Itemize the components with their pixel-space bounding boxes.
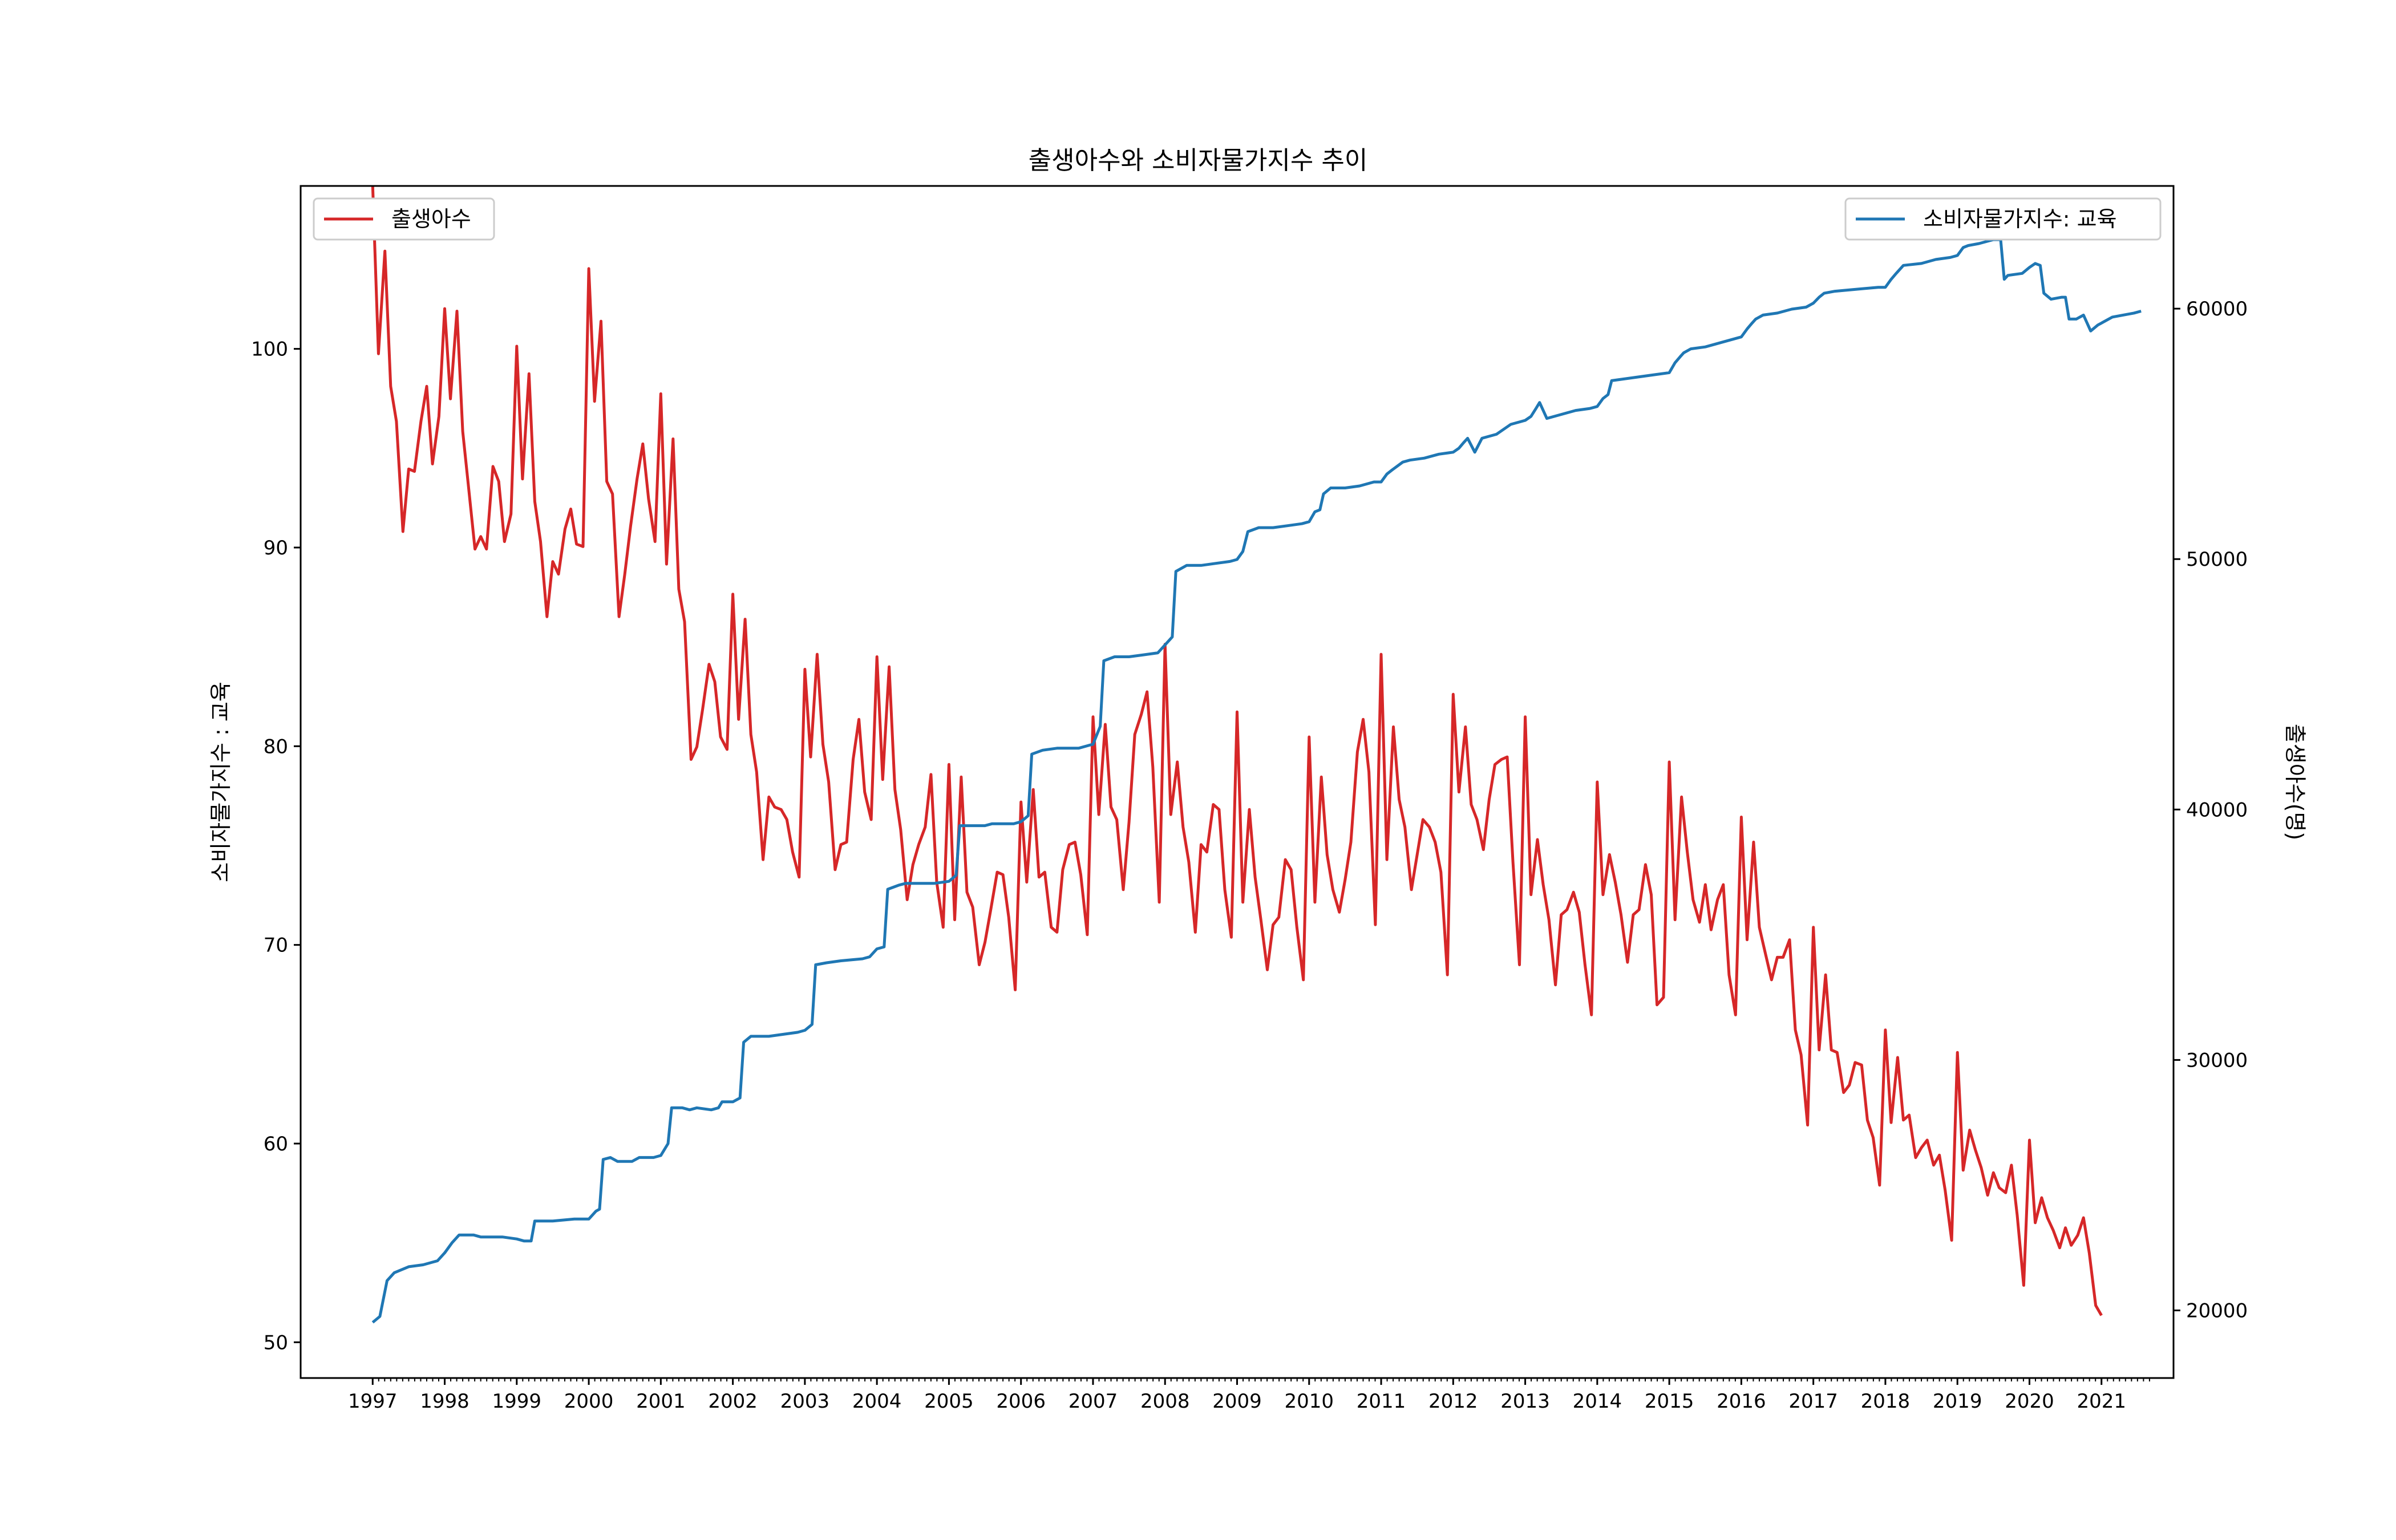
chart-title: 출생아수와 소비자물가지수 추이 — [1029, 146, 1368, 175]
legend-left-box — [313, 197, 495, 241]
x-tick-label: 1997 — [348, 1390, 398, 1413]
y-right-tick-label: 50000 — [2186, 548, 2248, 571]
x-tick-label: 1999 — [492, 1390, 542, 1413]
x-tick-label: 2021 — [2077, 1390, 2126, 1413]
series-layer — [371, 185, 2142, 1324]
left-axis-ticks: 50 60 70 80 90 100 — [251, 338, 301, 1354]
legend-left-label: 출생아수 — [391, 206, 471, 232]
x-tick-label: 2005 — [924, 1390, 974, 1413]
x-tick-label: 2014 — [1573, 1390, 1622, 1413]
y-left-tick-label: 50 — [264, 1331, 288, 1354]
right-axis-ticks: 20000 30000 40000 50000 60000 — [2174, 298, 2248, 1322]
y-right-tick-label: 60000 — [2186, 298, 2248, 321]
x-tick-label: 2004 — [852, 1390, 902, 1413]
y-left-tick-label: 60 — [264, 1133, 288, 1156]
x-tick-label: 2019 — [1933, 1390, 1982, 1413]
y-right-tick-label: 40000 — [2186, 799, 2248, 821]
series-line-births — [371, 185, 2103, 1316]
legend-right: 소비자물가지수: 교육 — [1844, 197, 2162, 241]
x-tick-label: 2001 — [636, 1390, 686, 1413]
x-tick-label: 2010 — [1285, 1390, 1334, 1413]
series-line-education-cpi — [371, 238, 2142, 1324]
x-tick-label: 2002 — [708, 1390, 758, 1413]
y-left-tick-label: 100 — [251, 338, 288, 361]
legend-left: 출생아수 — [313, 197, 495, 241]
x-tick-label: 2013 — [1500, 1390, 1550, 1413]
y-left-tick-label: 90 — [264, 537, 288, 560]
x-tick-label: 2011 — [1357, 1390, 1406, 1413]
x-tick-label: 2015 — [1645, 1390, 1694, 1413]
x-tick-label: 2007 — [1069, 1390, 1118, 1413]
x-tick-label: 2016 — [1717, 1390, 1766, 1413]
legend-right-box — [1844, 197, 2162, 241]
y-axis-right-label: 출생아수(명) — [2282, 724, 2308, 840]
x-tick-label: 2012 — [1428, 1390, 1478, 1413]
x-tick-label: 2018 — [1861, 1390, 1911, 1413]
plot-frame — [300, 185, 2175, 1379]
x-axis-ticks: 1997 1998 1999 2000 2001 2002 2003 2004 2005 2006… — [348, 1378, 2150, 1413]
x-tick-label: 2000 — [564, 1390, 614, 1413]
y-left-tick-label: 70 — [264, 934, 288, 957]
y-left-tick-label: 80 — [264, 735, 288, 758]
x-tick-label: 2009 — [1212, 1390, 1262, 1413]
y-right-tick-label: 30000 — [2186, 1049, 2248, 1072]
x-tick-label: 2008 — [1140, 1390, 1190, 1413]
x-tick-label: 2017 — [1788, 1390, 1838, 1413]
legend-right-label: 소비자물가지수: 교육 — [1923, 206, 2117, 232]
x-tick-label: 2020 — [2005, 1390, 2054, 1413]
y-right-tick-label: 20000 — [2186, 1299, 2248, 1322]
x-tick-label: 1998 — [420, 1390, 470, 1413]
x-tick-label: 2006 — [996, 1390, 1046, 1413]
y-axis-left-label: 소비자물가지수 : 교육 — [208, 682, 233, 882]
x-tick-label: 2003 — [780, 1390, 830, 1413]
